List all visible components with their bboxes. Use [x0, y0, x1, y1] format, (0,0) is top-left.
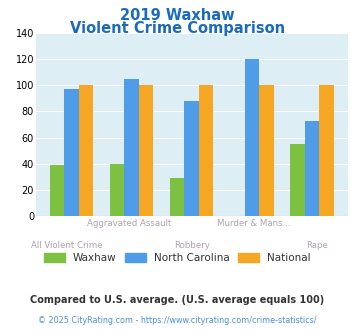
Bar: [199, 85, 213, 216]
Text: Violent Crime Comparison: Violent Crime Comparison: [70, 21, 285, 36]
Text: All Violent Crime: All Violent Crime: [31, 241, 103, 250]
Text: Murder & Mans...: Murder & Mans...: [217, 219, 291, 228]
Text: Rape: Rape: [306, 241, 328, 250]
Bar: [139, 85, 153, 216]
Bar: [64, 89, 78, 216]
Bar: [170, 178, 185, 216]
Bar: [50, 165, 64, 216]
Bar: [78, 85, 93, 216]
Text: Aggravated Assault: Aggravated Assault: [87, 219, 171, 228]
Bar: [245, 59, 259, 216]
Bar: [259, 85, 274, 216]
Text: Robbery: Robbery: [174, 241, 210, 250]
Bar: [110, 164, 124, 216]
Bar: [185, 101, 199, 216]
Text: Compared to U.S. average. (U.S. average equals 100): Compared to U.S. average. (U.S. average …: [31, 295, 324, 305]
Text: 2019 Waxhaw: 2019 Waxhaw: [120, 8, 235, 23]
Legend: Waxhaw, North Carolina, National: Waxhaw, North Carolina, National: [40, 248, 315, 267]
Bar: [319, 85, 334, 216]
Bar: [305, 121, 319, 216]
Bar: [290, 144, 305, 216]
Text: © 2025 CityRating.com - https://www.cityrating.com/crime-statistics/: © 2025 CityRating.com - https://www.city…: [38, 316, 317, 325]
Bar: [124, 79, 139, 216]
